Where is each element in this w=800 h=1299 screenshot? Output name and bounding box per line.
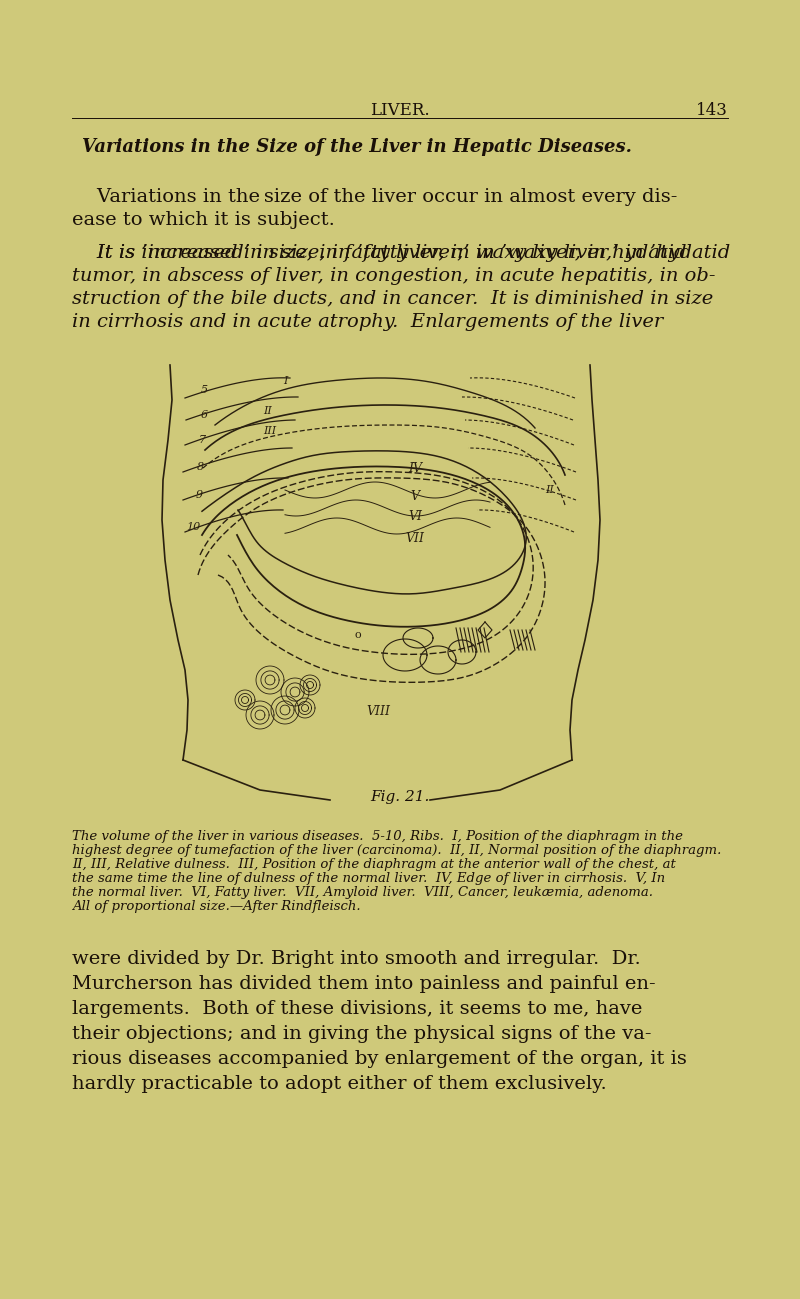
Text: ease to which it is subject.: ease to which it is subject. — [72, 210, 335, 229]
Text: tumor, in abscess of liver, in congestion, in acute hepatitis, in ob-: tumor, in abscess of liver, in congestio… — [72, 268, 715, 284]
Text: struction of the bile ducts, and in cancer.  It is diminished in size: struction of the bile ducts, and in canc… — [72, 290, 714, 308]
Text: II: II — [545, 485, 554, 495]
Text: the same time the line of dulness of the normal liver.  IV, Edge of liver in cir: the same time the line of dulness of the… — [72, 872, 665, 885]
Text: highest degree of tumefaction of the liver (carcinoma).  II, II, Normal position: highest degree of tumefaction of the liv… — [72, 844, 722, 857]
Text: VII: VII — [406, 533, 425, 546]
Text: 8: 8 — [197, 462, 204, 472]
Text: LIVER.: LIVER. — [370, 103, 430, 120]
Text: Variations in the size of the liver occur in almost every dis-: Variations in the size of the liver occu… — [72, 188, 678, 207]
Text: III: III — [263, 426, 277, 436]
Text: hardly practicable to adopt either of them exclusively.: hardly practicable to adopt either of th… — [72, 1076, 606, 1092]
Text: II, III, Relative dulness.  III, Position of the diaphragm at the anterior wall : II, III, Relative dulness. III, Position… — [72, 859, 676, 872]
Text: It is ’increased’ in size, in ’fatty liver,’ in ’waxy liver,’ in ’hydatid: It is ’increased’ in size, in ’fatty liv… — [72, 244, 730, 262]
Text: in cirrhosis and in acute atrophy.  Enlargements of the liver: in cirrhosis and in acute atrophy. Enlar… — [72, 313, 663, 331]
Text: All of proportional size.—After Rindfleisch.: All of proportional size.—After Rindflei… — [72, 900, 361, 913]
Text: VI: VI — [408, 511, 422, 523]
Text: the normal liver.  VI, Fatty liver.  VII, Amyloid liver.  VIII, Cancer, leukæmia: the normal liver. VI, Fatty liver. VII, … — [72, 886, 653, 899]
Text: Fig. 21.: Fig. 21. — [370, 790, 430, 804]
Text: II: II — [264, 407, 272, 416]
Text: largements.  Both of these divisions, it seems to me, have: largements. Both of these divisions, it … — [72, 1000, 642, 1018]
Text: 6: 6 — [201, 410, 208, 420]
Text: Murcherson has divided them into painless and painful en-: Murcherson has divided them into painles… — [72, 976, 656, 992]
Text: The volume of the liver in various diseases.  5-10, Ribs.  I, Position of the di: The volume of the liver in various disea… — [72, 830, 683, 843]
Text: their objections; and in giving the physical signs of the va-: their objections; and in giving the phys… — [72, 1025, 651, 1043]
Text: rious diseases accompanied by enlargement of the organ, it is: rious diseases accompanied by enlargemen… — [72, 1050, 687, 1068]
Text: were divided by Dr. Bright into smooth and irregular.  Dr.: were divided by Dr. Bright into smooth a… — [72, 950, 641, 968]
Text: 10: 10 — [186, 522, 200, 533]
Text: Variations in the Size of the Liver in Hepatic Diseases.: Variations in the Size of the Liver in H… — [82, 138, 632, 156]
Text: 5: 5 — [201, 385, 208, 395]
Text: 7: 7 — [199, 435, 206, 446]
Text: VIII: VIII — [366, 705, 390, 718]
Text: V: V — [410, 490, 419, 503]
Text: It is increased in size, in fatty liver, in waxy liver, in hydatid: It is increased in size, in fatty liver,… — [72, 244, 686, 262]
Text: IV: IV — [408, 462, 422, 475]
Text: I: I — [283, 375, 287, 386]
Text: 143: 143 — [696, 103, 728, 120]
Text: o: o — [354, 630, 362, 640]
Text: 9: 9 — [196, 490, 203, 500]
